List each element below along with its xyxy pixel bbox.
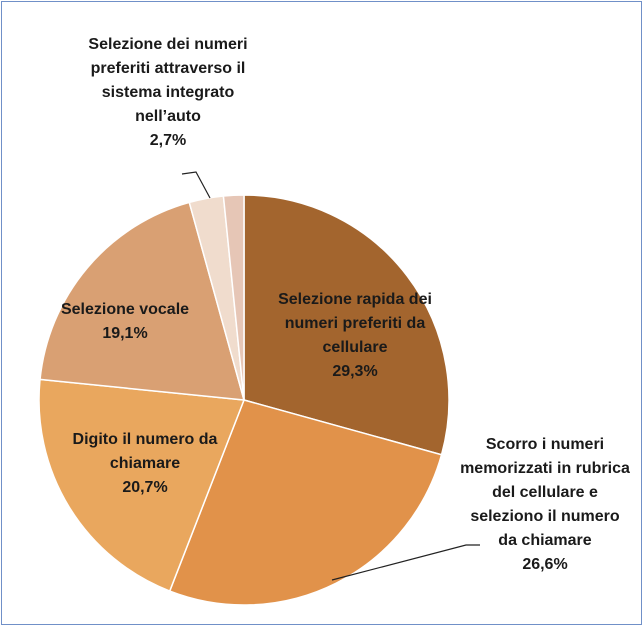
pie-slice xyxy=(38,378,246,593)
slice-label: Scorro i numeri memorizzati in rubrica d… xyxy=(460,433,630,577)
slice-label: Digito il numero da chiamare 20,7% xyxy=(60,428,230,500)
value-label: 29,3% xyxy=(332,363,378,380)
pie-slice xyxy=(222,194,245,401)
leader-line xyxy=(181,171,211,199)
pie-slice xyxy=(39,201,246,401)
value-label: 26,6% xyxy=(522,556,568,573)
pie-slice xyxy=(243,194,450,456)
value-label: 19,1% xyxy=(102,325,148,342)
slice-label: Selezione dei numeri preferiti attravers… xyxy=(68,33,268,153)
category-label: Digito il numero da chiamare xyxy=(72,431,218,472)
category-label: Selezione dei numeri preferiti attravers… xyxy=(88,36,248,125)
leader-line xyxy=(331,544,480,581)
category-label: Scorro i numeri memorizzati in rubrica d… xyxy=(460,436,630,549)
category-label: Selezione rapida dei numeri preferiti da… xyxy=(278,291,432,356)
value-label: 2,7% xyxy=(149,132,187,149)
category-label: Selezione vocale xyxy=(60,301,190,318)
pie-slice xyxy=(168,399,443,606)
value-label: 20,7% xyxy=(122,479,168,496)
slice-label: Selezione rapida dei numeri preferiti da… xyxy=(270,288,440,384)
slice-label: Selezione vocale 19,1% xyxy=(35,298,215,346)
